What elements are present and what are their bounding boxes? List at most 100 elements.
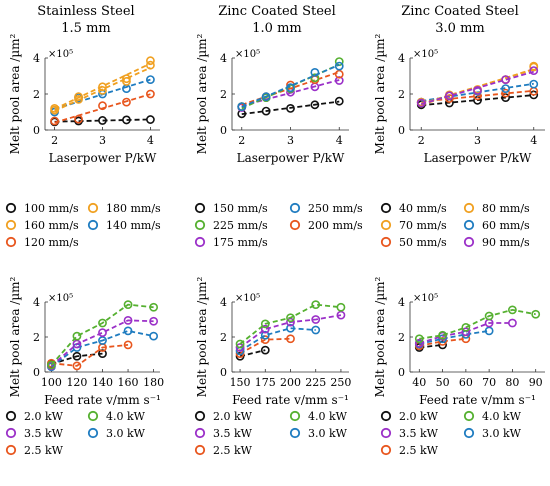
col1-title-line1: Stainless Steel [37, 4, 134, 19]
legend-label: 2.5 kW [399, 444, 439, 457]
legend-label: 4.0 kW [482, 410, 522, 423]
x-tick-label: 225 [305, 376, 326, 389]
legend-label: 200 mm/s [308, 219, 363, 232]
y-axis-label: Melt pool area /µm² [8, 33, 22, 154]
trendline [241, 64, 340, 108]
legend: 150 mm/s 225 mm/s 175 mm/s 250 mm/s 200 mm/s [194, 202, 363, 249]
x-tick-label: 2 [51, 134, 58, 147]
x-axis-label: Laserpower P/kW [49, 151, 157, 165]
col3-title-line1: Zinc Coated Steel [401, 4, 519, 19]
data-point [260, 324, 270, 334]
legend-marker [5, 410, 17, 422]
legend-marker [194, 202, 206, 214]
y-axis-label: Melt pool area /µm² [373, 276, 387, 397]
y-tick-label: 2 [33, 88, 40, 101]
legend-label: 3.0 kW [106, 427, 146, 440]
series-250-mm-s [237, 61, 344, 111]
x-axis-label: Laserpower P/kW [424, 151, 532, 165]
x-tick-label: 4 [530, 134, 537, 147]
col3-title-line2: 3.0 mm [435, 21, 484, 36]
data-point [531, 309, 541, 319]
legend-marker [87, 219, 99, 231]
legend-marker [194, 410, 206, 422]
legend-marker [289, 410, 301, 422]
legend-marker [289, 219, 301, 231]
data-point [98, 318, 107, 328]
legend-label: 100 mm/s [24, 202, 79, 215]
data-point [444, 91, 454, 101]
chart-panel-bottom-middle: 0 2 4 150 175 200 225 250 ×10⁵ Feed rate v/mm s⁻¹… [194, 276, 351, 457]
legend-label: 2.5 kW [213, 444, 253, 457]
data-point [72, 361, 82, 371]
legend-marker [380, 444, 392, 456]
legend: 40 mm/s 70 mm/s 50 mm/s 80 mm/s 60 mm/s 90 mm… [380, 202, 530, 249]
legend-label: 225 mm/s [213, 219, 268, 232]
data-point [122, 74, 131, 84]
series-160-mm-s [50, 56, 155, 113]
legend-label: 90 mm/s [482, 236, 530, 249]
data-point [416, 98, 426, 108]
series-4-0-kw [235, 300, 346, 349]
data-point [46, 360, 56, 370]
x-tick-label: 2 [418, 134, 425, 147]
y-tick-label: 2 [220, 331, 227, 344]
chart-panel-bottom-right: 0 2 4 40 50 60 70 80 90 ×10⁵ Feed rate v/mm s⁻¹ Mel… [373, 276, 545, 457]
y-multiplier-label: ×10⁵ [413, 49, 438, 60]
y-multiplier-label: ×10⁵ [235, 49, 260, 60]
series-90-mm-s [416, 66, 539, 108]
legend-marker [194, 444, 206, 456]
legend-label: 3.5 kW [24, 427, 64, 440]
legend: 2.0 kW 3.5 kW 2.5 kW 4.0 kW 3.0 kW [194, 410, 348, 457]
y-tick-label: 2 [398, 88, 405, 101]
data-point [98, 328, 107, 338]
legend-marker [463, 202, 475, 214]
y-tick-label: 4 [220, 296, 227, 309]
trendline [54, 62, 151, 110]
data-point [461, 322, 471, 332]
col2-title-line1: Zinc Coated Steel [218, 4, 336, 19]
legend-marker [194, 427, 206, 439]
y-tick-label: 4 [33, 52, 40, 65]
series-120-mm-s [50, 89, 155, 126]
x-tick-label: 150 [230, 376, 251, 389]
data-point [438, 340, 447, 350]
x-tick-label: 180 [143, 376, 164, 389]
data-point [310, 68, 320, 77]
trendline [54, 118, 151, 123]
x-tick-label: 3 [474, 134, 481, 147]
legend-label: 150 mm/s [213, 202, 268, 215]
data-point [237, 102, 247, 111]
x-tick-label: 120 [66, 376, 87, 389]
legend-label: 120 mm/s [24, 236, 79, 249]
data-point [98, 349, 107, 359]
y-axis-label: Melt pool area /µm² [195, 33, 209, 154]
x-tick-label: 40 [412, 376, 426, 389]
y-tick-label: 2 [220, 88, 227, 101]
y-tick-label: 0 [398, 124, 405, 137]
y-tick-label: 2 [33, 331, 40, 344]
y-tick-label: 0 [33, 366, 40, 379]
data-point [260, 330, 270, 340]
legend-label: 80 mm/s [482, 202, 530, 215]
data-point [261, 92, 271, 102]
series-3-0-kw [235, 323, 321, 356]
legend-marker [87, 202, 99, 214]
connector-line [51, 343, 129, 367]
x-tick-label: 250 [330, 376, 351, 389]
legend: 100 mm/s 160 mm/s 120 mm/s 180 mm/s 140 mm/s [5, 202, 161, 249]
data-point [286, 313, 295, 323]
data-point [260, 345, 270, 355]
data-point [334, 61, 344, 71]
data-point [123, 315, 133, 325]
col2-title-line2: 1.0 mm [252, 21, 301, 36]
connector-line [419, 329, 490, 345]
legend-label: 40 mm/s [399, 202, 447, 215]
x-tick-label: 90 [529, 376, 543, 389]
legend-marker [463, 236, 475, 248]
data-point [149, 316, 159, 326]
legend-label: 180 mm/s [106, 202, 161, 215]
x-tick-label: 140 [92, 376, 113, 389]
